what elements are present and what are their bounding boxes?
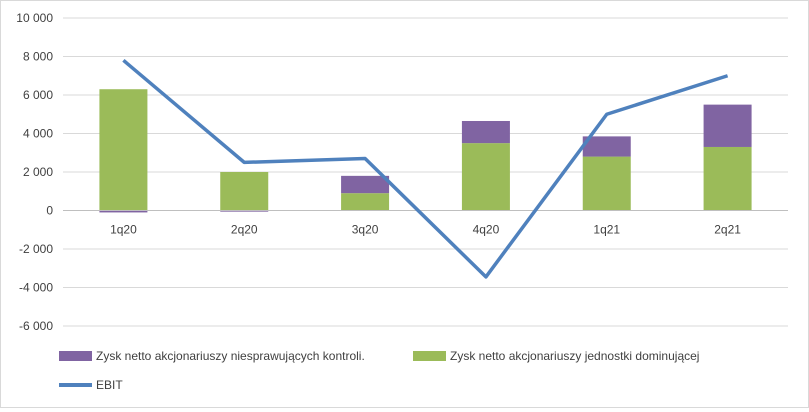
x-tick-label: 4q20 — [473, 223, 500, 237]
y-tick-label: 10 000 — [16, 11, 53, 25]
legend-item-minority: Zysk netto akcjonariuszy niesprawujących… — [59, 349, 365, 363]
x-tick-label: 2q21 — [714, 223, 741, 237]
x-tick-label: 1q21 — [593, 223, 620, 237]
y-tick-label: 2 000 — [23, 165, 53, 179]
bars — [99, 89, 752, 213]
y-tick-label: -2 000 — [19, 242, 53, 256]
y-tick-label: -6 000 — [19, 319, 53, 333]
legend-swatch-minority — [59, 351, 92, 361]
gridlines — [63, 17, 788, 327]
bar-parent-3q20 — [341, 193, 390, 211]
legend-swatch-ebit — [59, 383, 92, 387]
legend-item-parent: Zysk netto akcjonariuszy jednostki domin… — [413, 349, 699, 363]
ebit-line-layer — [122, 59, 729, 279]
legend-label-minority: Zysk netto akcjonariuszy niesprawujących… — [96, 349, 365, 363]
legend-label-ebit: EBIT — [96, 378, 123, 392]
bar-minority-1q21 — [582, 136, 631, 157]
legend-item-ebit: EBIT — [59, 378, 123, 392]
bar-parent-4q20 — [461, 143, 510, 211]
y-tick-label: 6 000 — [23, 88, 53, 102]
x-tick-label: 3q20 — [352, 223, 379, 237]
y-axis-ticks: -6 000 -4 000 -2 000 0 2 000 4 000 6 000 8 000 1… — [16, 11, 53, 333]
x-tick-label: 2q20 — [231, 223, 258, 237]
bar-parent-2q21 — [703, 146, 752, 211]
legend-label-parent: Zysk netto akcjonariuszy jednostki domin… — [450, 349, 700, 363]
x-tick-label: 1q20 — [110, 223, 137, 237]
bar-minority-3q20 — [341, 175, 390, 194]
bar-parent-2q20 — [220, 172, 269, 211]
bar-minority-4q20 — [461, 120, 510, 144]
bar-parent-1q20 — [99, 89, 148, 211]
y-tick-label: 8 000 — [23, 50, 53, 64]
ebit-line — [122, 59, 729, 279]
legend-swatch-parent — [413, 351, 446, 361]
bar-minority-2q21 — [703, 104, 752, 147]
bar-minority-1q20 — [99, 210, 148, 213]
x-axis-ticks: 1q20 2q20 3q20 4q20 1q21 2q21 — [110, 223, 741, 237]
bar-parent-1q21 — [582, 156, 631, 211]
y-tick-label: 0 — [46, 204, 53, 218]
y-tick-label: 4 000 — [23, 127, 53, 141]
y-tick-label: -4 000 — [19, 281, 53, 295]
bar-minority-2q20 — [220, 210, 269, 212]
